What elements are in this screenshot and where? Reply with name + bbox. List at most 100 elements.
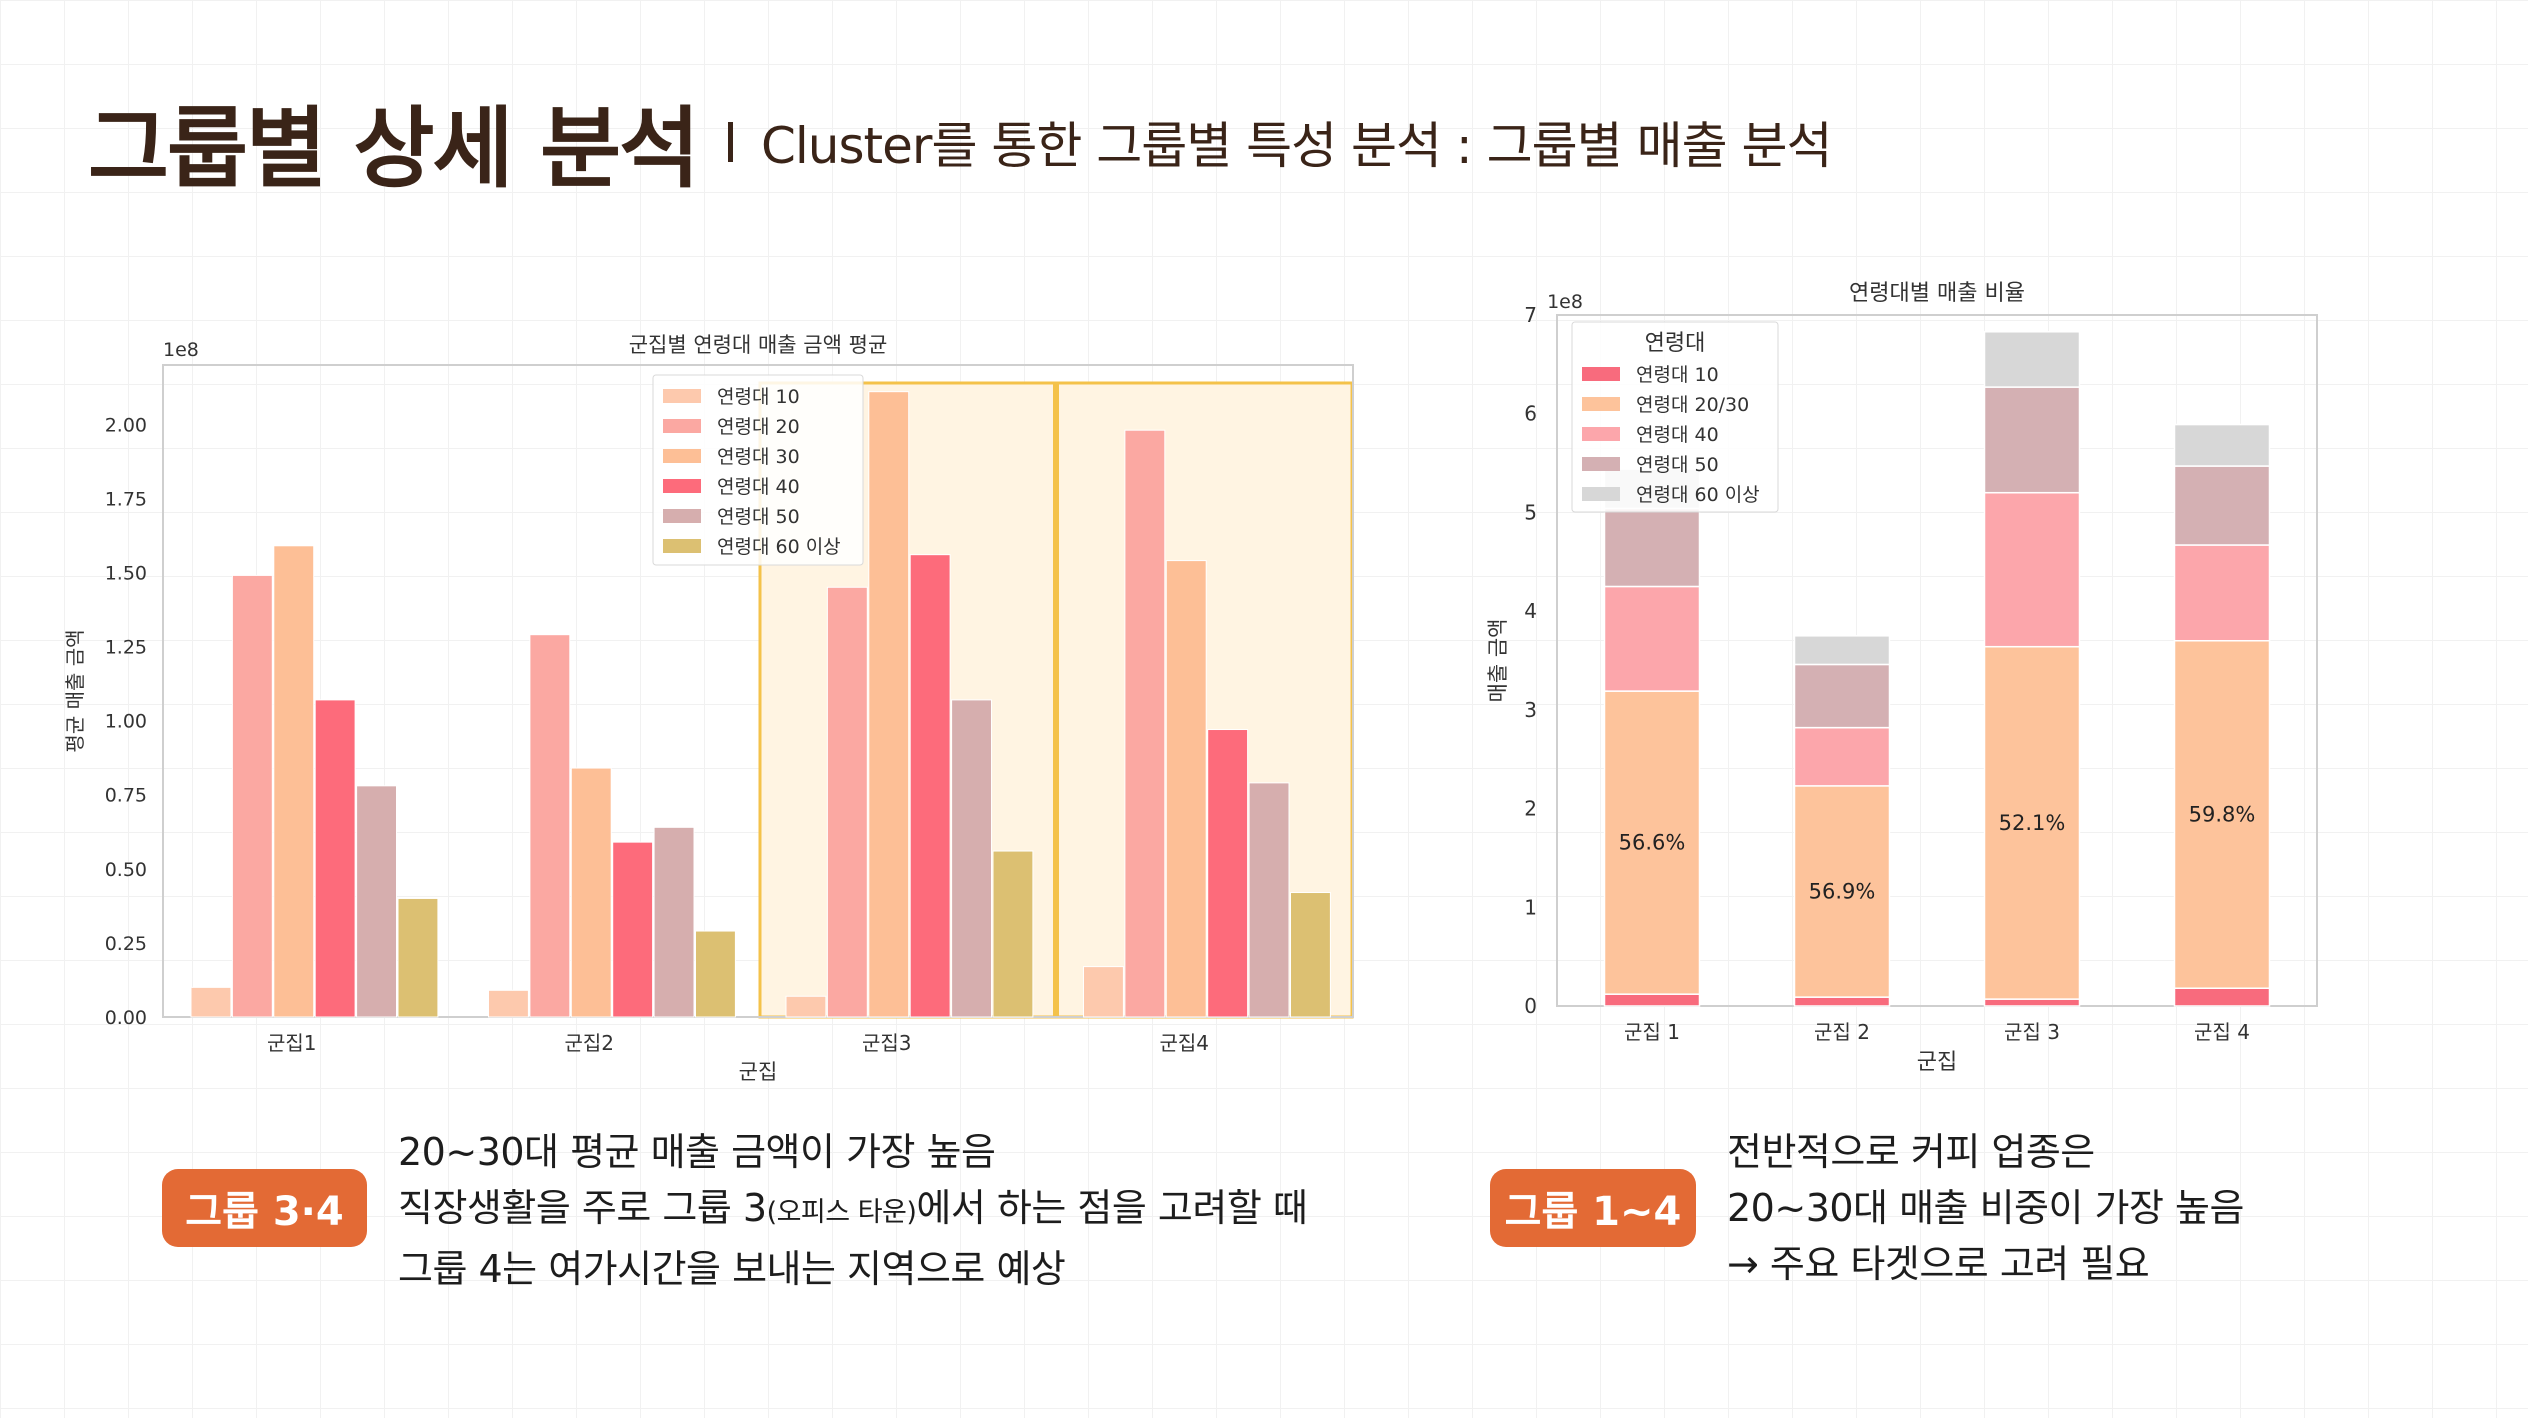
x-tick-label: 군집1 bbox=[267, 1031, 317, 1055]
legend-label: 연령대 60 이상 bbox=[717, 536, 841, 558]
legend-label: 연령대 10 bbox=[717, 386, 800, 408]
legend-box bbox=[1571, 321, 1779, 513]
legend-swatch bbox=[663, 509, 701, 523]
legend-swatch bbox=[663, 419, 701, 433]
y-axis-label: 매출 금액 bbox=[1486, 619, 1510, 703]
right-description: 전반적으로 커피 업종은 20~30대 매출 비중이 가장 높음 → 주요 타겟… bbox=[1727, 1124, 2244, 1292]
y-tick-label: 0.75 bbox=[105, 785, 147, 807]
x-tick-label: 군집3 bbox=[862, 1031, 912, 1055]
legend-label: 연령대 20/30 bbox=[1636, 394, 1749, 416]
title-divider bbox=[728, 121, 733, 162]
bar bbox=[1083, 966, 1124, 1018]
y-tick-label: 0.50 bbox=[105, 859, 147, 881]
bar bbox=[1248, 782, 1290, 1018]
stacked-segment bbox=[1603, 993, 1701, 1007]
y-tick-label: 0.25 bbox=[105, 933, 147, 955]
left-description: 20~30대 평균 매출 금액이 가장 높음 직장생활을 주로 그룹 3(오피스… bbox=[398, 1124, 1308, 1297]
legend-label: 연령대 40 bbox=[1636, 424, 1719, 446]
stacked-segment bbox=[1793, 726, 1891, 787]
stacked-segment bbox=[1983, 386, 2081, 494]
legend-label: 연령대 60 이상 bbox=[1636, 484, 1760, 506]
x-tick-label: 군집 3 bbox=[2004, 1020, 2060, 1044]
stacked-segment bbox=[1603, 585, 1701, 692]
legend-swatch bbox=[1582, 397, 1620, 411]
stacked-segment bbox=[1983, 491, 2081, 648]
percent-annotation: 56.6% bbox=[1619, 831, 1686, 855]
bar bbox=[992, 850, 1034, 1018]
bar bbox=[529, 634, 571, 1018]
stacked-segment bbox=[2173, 544, 2271, 642]
legend-label: 연령대 30 bbox=[717, 446, 800, 468]
bar bbox=[231, 574, 273, 1018]
scale-label: 1e8 bbox=[163, 339, 199, 361]
chart-title: 연령대별 매출 비율 bbox=[1849, 281, 2025, 306]
bar bbox=[356, 785, 398, 1018]
y-tick-label: 0.00 bbox=[105, 1007, 147, 1029]
x-tick-label: 군집 1 bbox=[1624, 1020, 1680, 1044]
legend-swatch bbox=[1582, 457, 1620, 471]
stacked-segment bbox=[1983, 331, 2081, 388]
y-tick-label: 3 bbox=[1524, 698, 1537, 722]
x-axis-label: 군집 bbox=[1917, 1050, 1957, 1075]
stacked-segment bbox=[2173, 987, 2271, 1007]
right-description-line-3: → 주요 타겟으로 고려 필요 bbox=[1727, 1242, 2150, 1286]
bar bbox=[1290, 892, 1331, 1018]
bar bbox=[190, 986, 232, 1018]
percent-annotation: 52.1% bbox=[1999, 811, 2066, 835]
group-1-4-badge: 그룹 1~4 bbox=[1490, 1169, 1696, 1247]
stacked-segment bbox=[1603, 507, 1701, 588]
bar bbox=[612, 841, 654, 1018]
badge-label: 그룹 3·4 bbox=[185, 1189, 344, 1235]
legend-label: 연령대 50 bbox=[1636, 454, 1719, 476]
percent-annotation: 56.9% bbox=[1809, 879, 1876, 903]
y-tick-label: 1.75 bbox=[105, 488, 147, 510]
stacked-bar-chart: 0 1 2 3 4 5 6 7 56.6% 군집 1 56.9% 군집 2 52.1% 군집 3 59.8%… bbox=[1486, 281, 2318, 1075]
x-axis-label: 군집 bbox=[739, 1060, 778, 1084]
bar bbox=[785, 995, 827, 1018]
legend-swatch bbox=[663, 389, 701, 403]
bar bbox=[826, 586, 868, 1018]
bar bbox=[951, 699, 992, 1018]
y-tick-label: 6 bbox=[1524, 402, 1537, 426]
plot-frame bbox=[162, 364, 1354, 1018]
bar bbox=[397, 897, 439, 1018]
bar bbox=[1207, 729, 1249, 1018]
y-tick-label: 1.00 bbox=[105, 711, 147, 733]
legend-swatch bbox=[1582, 427, 1620, 441]
stacked-segment bbox=[2173, 423, 2271, 467]
page-title: 그룹별 상세 분석 bbox=[88, 97, 700, 200]
x-tick-label: 군집 4 bbox=[2194, 1020, 2250, 1044]
stacked-segment bbox=[2173, 465, 2271, 546]
percent-annotation: 59.8% bbox=[2189, 802, 2256, 826]
y-tick-label: 1.50 bbox=[105, 562, 147, 584]
stacked-segment bbox=[1983, 645, 2081, 1000]
x-tick-label: 군집2 bbox=[564, 1031, 614, 1055]
stacked-segment bbox=[1793, 635, 1891, 666]
stacked-segment bbox=[1603, 690, 1701, 995]
legend-title: 연령대 bbox=[1645, 331, 1706, 356]
y-tick-label: 0 bbox=[1524, 994, 1537, 1018]
stacked-segment bbox=[1793, 785, 1891, 998]
x-tick-label: 군집4 bbox=[1159, 1031, 1209, 1055]
page-subtitle: Cluster를 통한 그룹별 특성 분석 : 그룹별 매출 분석 bbox=[761, 116, 1832, 175]
page-header: 그룹별 상세 분석 Cluster를 통한 그룹별 특성 분석 : 그룹별 매출… bbox=[88, 78, 1832, 205]
legend-label: 연령대 10 bbox=[1636, 364, 1719, 386]
left-description-line-1: 20~30대 평균 매출 금액이 가장 높음 bbox=[398, 1130, 996, 1174]
bar bbox=[1165, 560, 1207, 1018]
scale-label: 1e8 bbox=[1547, 291, 1583, 313]
stacked-segment bbox=[1793, 996, 1891, 1007]
legend-label: 연령대 20 bbox=[717, 416, 800, 438]
legend-swatch bbox=[663, 479, 701, 493]
bar bbox=[909, 554, 951, 1018]
stacked-segment bbox=[1793, 663, 1891, 729]
legend-box bbox=[652, 374, 864, 566]
bar bbox=[1124, 429, 1166, 1018]
line-2-note: (오피스 타운) bbox=[766, 1197, 917, 1228]
chart-title: 군집별 연령대 매출 금액 평균 bbox=[629, 333, 888, 357]
legend-swatch bbox=[1582, 487, 1620, 501]
y-tick-label: 2 bbox=[1524, 797, 1537, 821]
y-tick-label: 2.00 bbox=[105, 414, 147, 436]
line-2-pre: 직장생활을 주로 그룹 3 bbox=[398, 1186, 767, 1230]
bar bbox=[695, 930, 736, 1018]
